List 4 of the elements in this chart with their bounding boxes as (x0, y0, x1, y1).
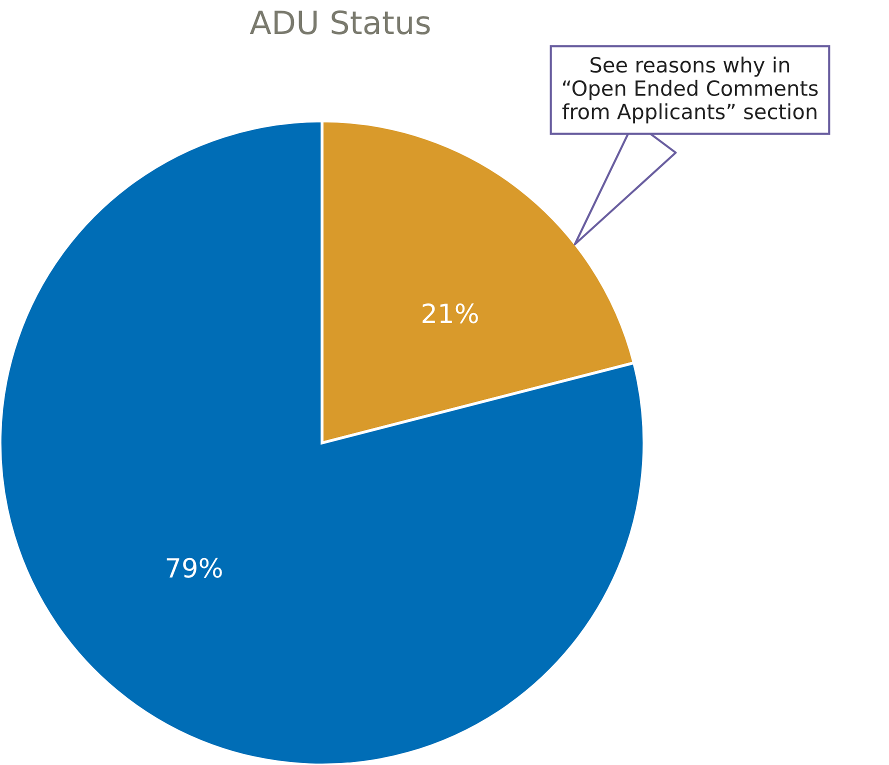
data-label: 21% (422, 303, 478, 324)
text: See reasons why in “Open Ended Comments from Applicants” section (562, 56, 818, 124)
data-label: 79% (166, 558, 222, 578)
chart-title: ADU Status (250, 10, 430, 35)
